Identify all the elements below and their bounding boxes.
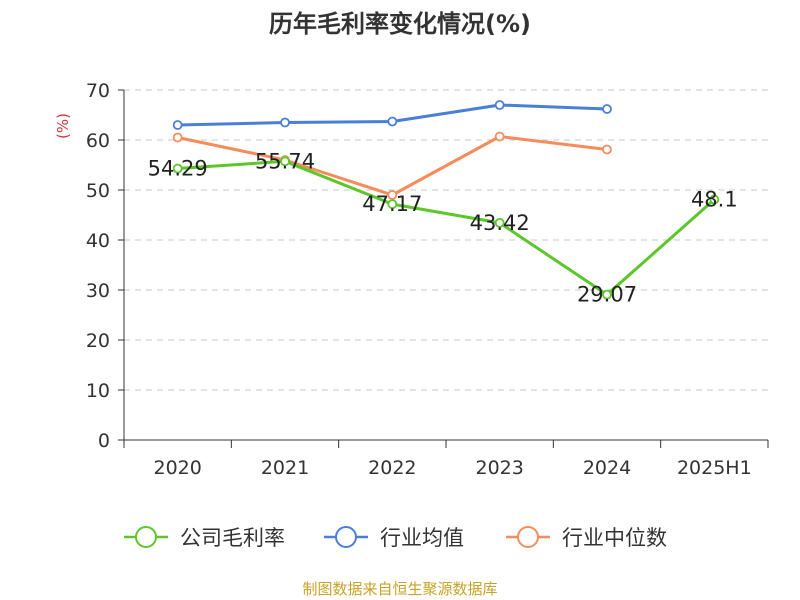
y-tick-label: 10 xyxy=(86,380,110,402)
series-line xyxy=(177,159,716,297)
legend-swatch-marker xyxy=(335,526,357,548)
data-label: 54.29 xyxy=(148,157,208,181)
legend-swatch-marker xyxy=(517,526,539,548)
y-tick-label: 50 xyxy=(86,180,110,202)
legend-label: 公司毛利率 xyxy=(180,526,285,550)
data-label: 47.17 xyxy=(362,192,422,216)
chart-title: 历年毛利率变化情况(%) xyxy=(269,10,531,38)
series-line xyxy=(177,135,608,197)
series-layer xyxy=(172,100,720,300)
data-point[interactable] xyxy=(280,117,290,128)
series-0 xyxy=(172,156,720,300)
data-point[interactable] xyxy=(494,100,505,110)
data-point[interactable] xyxy=(172,120,183,130)
data-point[interactable] xyxy=(280,156,290,167)
legend-label: 行业中位数 xyxy=(562,526,667,550)
data-point[interactable] xyxy=(387,116,398,127)
series-1 xyxy=(172,100,612,130)
data-point[interactable] xyxy=(172,163,183,174)
gridlines xyxy=(124,89,768,391)
legend-label: 行业均值 xyxy=(380,526,464,550)
y-tick-label: 70 xyxy=(86,80,110,102)
data-point[interactable] xyxy=(494,131,505,142)
data-point[interactable] xyxy=(602,144,612,155)
data-label: 43.42 xyxy=(470,211,530,235)
axes: 0 10 20 30 40 50 60 70 2020 2021 2022 2023 2024 2025H… xyxy=(86,80,769,479)
x-tick-label: 2022 xyxy=(368,457,416,479)
x-tick-label: 2025H1 xyxy=(677,457,752,479)
data-point[interactable] xyxy=(602,104,612,114)
data-label: 48.1 xyxy=(691,188,738,212)
y-tick-label: 40 xyxy=(86,230,110,252)
y-tick-label: 30 xyxy=(86,280,110,302)
source-note: 制图数据来自恒生聚源数据库 xyxy=(302,580,498,598)
data-point[interactable] xyxy=(172,132,183,143)
legend-swatch-marker xyxy=(135,526,157,548)
data-point[interactable] xyxy=(494,217,505,228)
y-tick-label: 0 xyxy=(98,430,110,452)
legend-item-1[interactable]: 行业均值 xyxy=(324,526,464,550)
x-tick-label: 2020 xyxy=(153,457,201,479)
legend-item-0[interactable]: 公司毛利率 xyxy=(124,526,285,550)
x-tick-label: 2021 xyxy=(261,457,309,479)
legend-item-2[interactable]: 行业中位数 xyxy=(506,526,667,550)
data-labels: 54.29 55.74 47.17 43.42 29.07 48.1 xyxy=(148,149,738,306)
y-axis-label: (%) xyxy=(54,113,72,139)
data-point[interactable] xyxy=(709,194,720,205)
y-tick-label: 60 xyxy=(86,130,110,152)
x-tick-label: 2024 xyxy=(583,457,631,479)
data-label: 55.74 xyxy=(255,149,315,173)
data-label: 29.07 xyxy=(577,283,637,307)
data-point[interactable] xyxy=(387,190,398,200)
y-tick-label: 20 xyxy=(86,330,110,352)
data-point[interactable] xyxy=(602,289,612,300)
legend[interactable]: 公司毛利率 行业均值 行业中位数 xyxy=(124,526,667,550)
x-tick-label: 2023 xyxy=(475,457,523,479)
data-point[interactable] xyxy=(387,199,398,210)
